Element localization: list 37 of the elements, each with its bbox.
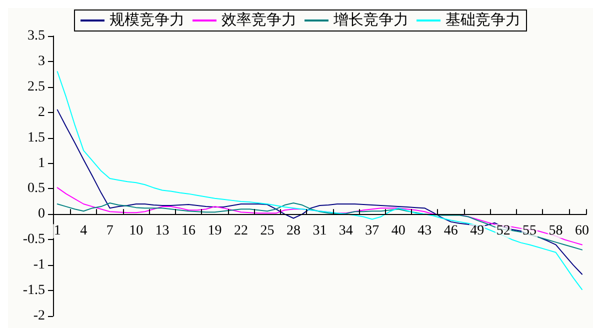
- y-tick-label: 3: [38, 54, 45, 69]
- y-tick-label: 1.5: [28, 130, 45, 146]
- x-tick-label: 1: [54, 224, 61, 239]
- y-tick-label: 1: [38, 156, 45, 171]
- x-tick-label: 55: [522, 224, 537, 239]
- x-tick-label: 25: [260, 224, 274, 239]
- x-tick-label: 16: [182, 224, 196, 239]
- x-tick-label: 46: [444, 224, 458, 239]
- y-tick-label: -1.5: [22, 283, 45, 298]
- x-tick-label: 13: [155, 224, 170, 239]
- y-tick-label: -1: [33, 258, 45, 273]
- x-tick-label: 52: [496, 224, 510, 239]
- legend-label: 增长竞争力: [332, 12, 408, 28]
- x-tick-label: 10: [129, 224, 144, 239]
- legend-label: 效率竞争力: [222, 12, 296, 28]
- x-tick-label: 28: [286, 224, 300, 239]
- x-tick-label: 19: [208, 224, 222, 239]
- y-tick-label: -0.5: [22, 232, 45, 248]
- x-tick-label: 40: [391, 224, 406, 239]
- y-tick-label: -2: [33, 308, 45, 324]
- x-tick-label: 60: [575, 224, 590, 239]
- y-tick-label: 0.5: [28, 181, 45, 196]
- x-tick-label: 58: [548, 224, 563, 239]
- y-tick-label: 0: [38, 206, 45, 222]
- x-tick-label: 4: [80, 224, 88, 239]
- x-tick-label: 31: [312, 224, 327, 239]
- legend-label: 基础竞争力: [446, 12, 520, 28]
- x-tick-label: 34: [338, 224, 353, 239]
- y-tick-label: 2: [38, 104, 45, 120]
- x-tick-label: 43: [418, 224, 432, 239]
- x-tick-label: 22: [234, 224, 248, 239]
- x-tick-label: 37: [365, 224, 380, 239]
- legend-label: 规模竞争力: [110, 12, 184, 28]
- x-tick-label: 7: [106, 224, 114, 239]
- y-tick-label: 3.5: [28, 28, 45, 44]
- y-tick-label: 2.5: [28, 79, 45, 94]
- x-tick-label: 49: [470, 224, 484, 239]
